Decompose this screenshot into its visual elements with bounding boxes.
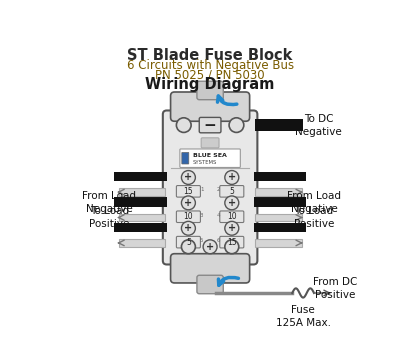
Text: +: + xyxy=(228,198,236,208)
Text: 2: 2 xyxy=(217,188,220,193)
FancyBboxPatch shape xyxy=(197,275,223,294)
FancyBboxPatch shape xyxy=(163,110,258,265)
Bar xyxy=(119,188,165,196)
Text: From DC
Positive: From DC Positive xyxy=(314,277,358,300)
Text: +: + xyxy=(228,172,236,183)
Circle shape xyxy=(225,171,239,184)
Text: BLUE SEA: BLUE SEA xyxy=(193,153,227,158)
Text: −: − xyxy=(204,117,216,133)
Text: Wiring Diagram: Wiring Diagram xyxy=(146,77,275,92)
Text: 15: 15 xyxy=(227,238,237,247)
FancyBboxPatch shape xyxy=(176,236,201,248)
FancyBboxPatch shape xyxy=(199,117,221,133)
FancyBboxPatch shape xyxy=(176,185,201,197)
Bar xyxy=(119,239,165,247)
FancyBboxPatch shape xyxy=(220,185,244,197)
Bar xyxy=(255,119,303,131)
Bar xyxy=(253,223,306,232)
Text: 3: 3 xyxy=(200,213,203,218)
Text: +: + xyxy=(184,223,193,233)
Text: ST Blade Fuse Block: ST Blade Fuse Block xyxy=(127,48,293,63)
FancyBboxPatch shape xyxy=(220,211,244,222)
Text: +: + xyxy=(206,242,214,252)
Text: From Load
Negative: From Load Negative xyxy=(82,190,136,214)
FancyBboxPatch shape xyxy=(197,81,223,100)
FancyBboxPatch shape xyxy=(182,152,189,164)
Text: SYSTEMS: SYSTEMS xyxy=(193,159,218,164)
Text: 6 Circuits with Negative Bus: 6 Circuits with Negative Bus xyxy=(126,59,294,72)
Text: 5: 5 xyxy=(186,238,191,247)
Circle shape xyxy=(181,171,196,184)
Text: From Load
Negative: From Load Negative xyxy=(287,190,341,214)
Circle shape xyxy=(225,240,239,254)
Text: 15: 15 xyxy=(183,187,193,196)
FancyBboxPatch shape xyxy=(176,211,201,222)
Text: 10: 10 xyxy=(183,212,193,221)
Text: +: + xyxy=(184,172,193,183)
Text: +: + xyxy=(184,198,193,208)
Circle shape xyxy=(181,240,196,254)
Bar xyxy=(253,198,306,207)
Circle shape xyxy=(181,196,196,210)
Text: 1: 1 xyxy=(200,188,203,193)
Circle shape xyxy=(203,240,217,254)
FancyBboxPatch shape xyxy=(180,149,240,167)
Text: +: + xyxy=(228,223,236,233)
Text: Fuse
125A Max.: Fuse 125A Max. xyxy=(276,305,331,329)
Bar xyxy=(114,198,167,207)
Bar xyxy=(255,188,302,196)
FancyBboxPatch shape xyxy=(201,138,219,148)
Circle shape xyxy=(181,221,196,235)
Text: 5: 5 xyxy=(229,187,234,196)
Text: 6: 6 xyxy=(217,238,220,243)
Text: 10: 10 xyxy=(227,212,237,221)
FancyBboxPatch shape xyxy=(220,236,244,248)
Bar xyxy=(114,223,167,232)
Text: 5: 5 xyxy=(200,238,203,243)
Text: To Load
Positive: To Load Positive xyxy=(294,206,334,229)
Circle shape xyxy=(225,196,239,210)
Text: To DC
Negative: To DC Negative xyxy=(295,114,342,137)
Text: To Load
Positive: To Load Positive xyxy=(89,206,129,229)
Text: 4: 4 xyxy=(217,213,220,218)
Bar xyxy=(253,172,306,181)
Circle shape xyxy=(229,118,244,132)
Circle shape xyxy=(225,221,239,235)
Bar xyxy=(114,172,167,181)
FancyBboxPatch shape xyxy=(171,254,250,283)
Text: PN 5025 / PN 5030: PN 5025 / PN 5030 xyxy=(155,68,265,81)
FancyBboxPatch shape xyxy=(171,92,250,121)
Circle shape xyxy=(176,118,191,132)
Bar xyxy=(255,214,302,221)
Bar xyxy=(119,214,165,221)
Bar xyxy=(255,239,302,247)
